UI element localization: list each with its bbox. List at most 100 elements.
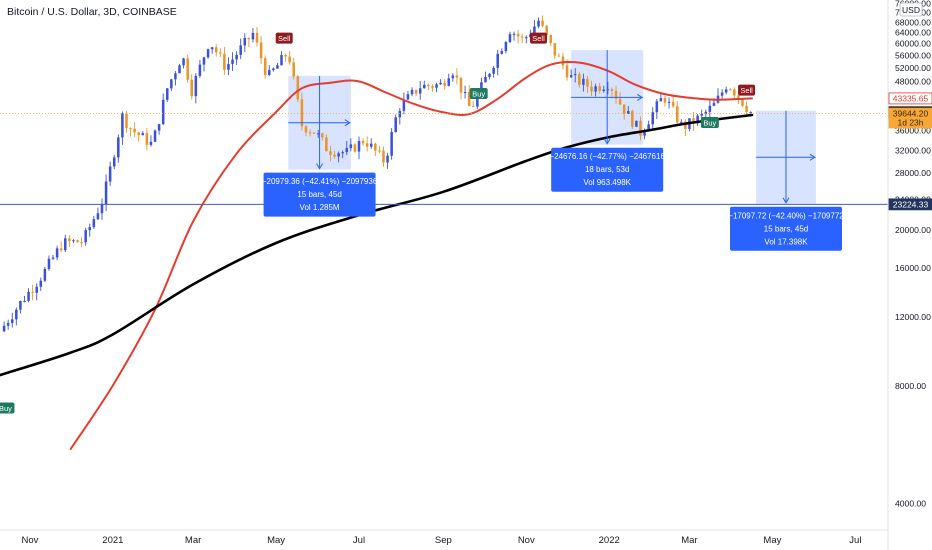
candle-body: [488, 73, 491, 77]
candle: [68, 235, 71, 248]
candle-body: [51, 257, 55, 259]
candle-body: [129, 128, 132, 130]
measure-info-line: Vol 1.285M: [300, 203, 340, 212]
candle-body: [525, 37, 528, 39]
y-tick-label: 56000.00: [895, 50, 931, 60]
candle-body: [398, 110, 402, 118]
candle-body: [296, 76, 300, 100]
candle-body: [329, 151, 332, 155]
candle: [166, 87, 169, 102]
candle: [104, 174, 108, 212]
candle: [72, 239, 75, 243]
candle: [239, 38, 242, 60]
candle: [724, 86, 728, 95]
candle: [659, 92, 663, 102]
candle-body: [614, 90, 618, 99]
currency-box[interactable]: [899, 2, 923, 17]
candle-body: [231, 59, 234, 65]
candle-body: [251, 32, 255, 40]
candle: [84, 227, 87, 246]
ma-fast-line: [69, 60, 753, 450]
candle-body: [235, 54, 238, 60]
candle: [467, 85, 471, 107]
candle: [622, 104, 626, 120]
candle-body: [247, 37, 251, 40]
candle: [202, 56, 206, 72]
candle-body: [214, 47, 218, 53]
candle: [255, 26, 259, 47]
candle-body: [182, 58, 185, 66]
candle-body: [508, 34, 512, 43]
sell-signal-badge: [275, 32, 293, 44]
candle: [398, 107, 402, 125]
candle-body: [166, 88, 169, 100]
measure-tool[interactable]: −24676.16 (−42.77%) −2467616 18 bars, 53d…: [549, 50, 665, 192]
candle: [125, 110, 128, 133]
candle: [27, 288, 30, 303]
sell-signal[interactable]: Sell: [530, 32, 548, 44]
candle: [2, 321, 6, 333]
candle: [663, 95, 667, 107]
candle: [374, 142, 377, 157]
sell-signal-badge: [530, 32, 548, 44]
measure-info-box: [551, 147, 664, 192]
candle-body: [59, 248, 63, 251]
candle-body: [27, 291, 30, 301]
buy-signal[interactable]: Buy: [700, 117, 719, 129]
candle-body: [692, 118, 695, 124]
y-tick-label: 20000.00: [895, 225, 931, 235]
measure-info-line: 15 bars, 45d: [764, 224, 808, 233]
candle: [161, 93, 165, 126]
candle-body: [145, 133, 149, 145]
candle-body: [263, 58, 267, 75]
candle: [688, 118, 691, 132]
candle: [353, 142, 357, 153]
candle-body: [39, 280, 43, 287]
candle-body: [312, 132, 316, 134]
candle-body: [459, 77, 463, 93]
candle-body: [104, 181, 108, 205]
candle: [390, 128, 393, 160]
candle: [288, 51, 291, 65]
candle-body: [382, 150, 385, 163]
candle-body: [708, 105, 712, 112]
candle-body: [569, 75, 573, 78]
candle: [259, 35, 263, 64]
buy-signal[interactable]: Buy: [469, 88, 488, 100]
y-tick-label: 16000.00: [895, 263, 931, 273]
price-axis-label-text: 39644.20: [893, 109, 929, 119]
candle-body: [651, 112, 655, 125]
candle-body: [316, 133, 320, 135]
candle: [341, 150, 344, 159]
candle: [586, 75, 589, 93]
sell-signal[interactable]: Sell: [738, 84, 756, 96]
candle: [88, 223, 92, 237]
candle: [406, 90, 410, 101]
candle: [418, 80, 422, 100]
candle: [520, 33, 524, 43]
candle-body: [561, 56, 565, 66]
candle: [178, 64, 181, 74]
candle-body: [300, 99, 304, 127]
sell-signal[interactable]: Sell: [275, 32, 293, 44]
candle-body: [219, 52, 222, 54]
candle: [23, 295, 26, 303]
candle-body: [451, 75, 455, 79]
measure-tool[interactable]: −20979.36 (−42.41%) −2097936 15 bars, 45d…: [262, 75, 378, 217]
candle: [39, 277, 43, 291]
candle-body: [276, 65, 279, 69]
buy-signal-label: Buy: [472, 90, 485, 99]
buy-signal-badge: [700, 117, 719, 129]
measure-tool[interactable]: −17097.72 (−42.40%) −1709772 15 bars, 45d…: [728, 110, 844, 251]
candle-body: [639, 120, 642, 136]
candle: [594, 83, 597, 97]
candle: [312, 132, 316, 135]
candle: [296, 75, 300, 103]
buy-signal[interactable]: Buy: [0, 402, 15, 414]
candle: [10, 312, 14, 328]
candle: [108, 161, 112, 186]
candle: [214, 44, 218, 57]
candle: [263, 55, 267, 79]
